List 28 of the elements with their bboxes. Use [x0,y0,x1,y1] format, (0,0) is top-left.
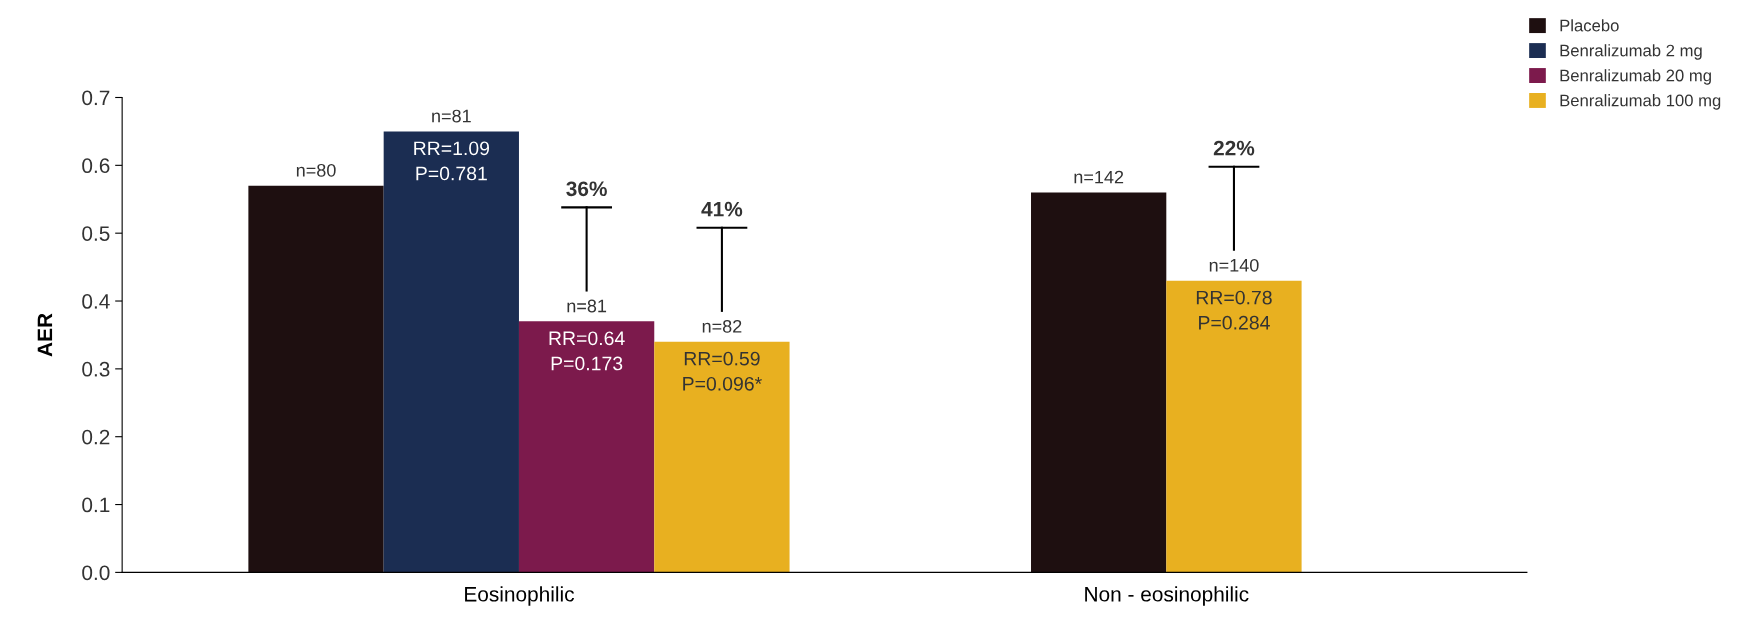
x-tick-label: Eosinophilic [465,586,575,606]
y-tick-label: 0.7 [82,90,110,106]
y-tick-label: 0.1 [82,497,110,513]
legend-label: Benralizumab 100 mg [1560,94,1721,110]
legend-label: Placebo [1560,19,1619,32]
x-tick-label: Non - eosinophilic [1085,586,1249,606]
annotation: n=80 [296,163,336,177]
annotation: RR=0.78 P=0.284 [1196,290,1272,330]
y-tick-label: 0.5 [82,226,110,241]
annotation: 22% [1213,140,1255,156]
annotation: n=81 [432,109,471,123]
annotation: 41% [701,201,743,217]
y-tick-label: 0.6 [82,158,110,174]
y-tick-label: 0.2 [82,429,110,445]
y-tick-label: 0.4 [82,294,110,309]
annotation: RR=0.64 P=0.173 [549,331,625,371]
legend-label: Benralizumab 20 mg [1560,69,1711,85]
annotation: RR=0.59 P=0.096* [683,351,762,391]
y-axis-title: AER [37,313,53,357]
annotation: n=81 [567,299,607,313]
annotation: n=140 [1209,258,1259,272]
annotation: 36% [566,181,607,197]
y-tick-label: 0.3 [82,361,110,377]
annotation: n=142 [1074,170,1124,184]
annotation: RR=1.09 P=0.781 [414,141,490,181]
annotation: n=82 [702,319,742,333]
y-tick-label: 0.0 [82,565,110,581]
legend-label: Benralizumab 2 mg [1560,44,1702,60]
